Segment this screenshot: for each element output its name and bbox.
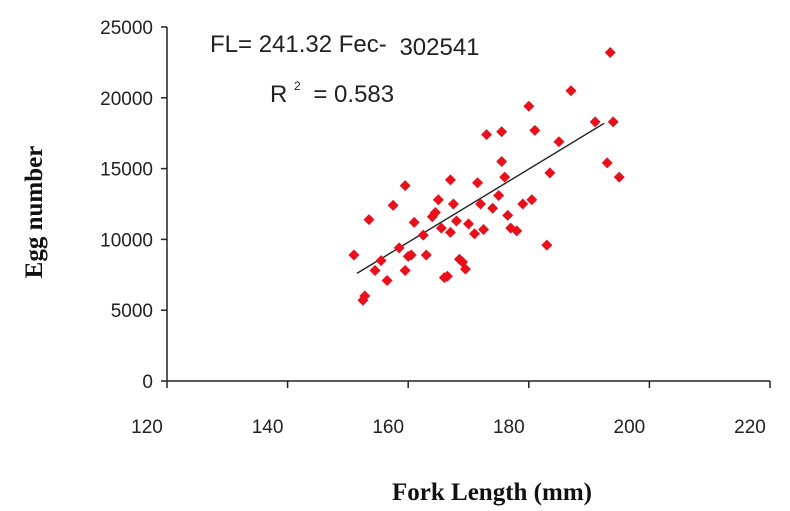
data-point: [589, 116, 601, 128]
data-point: [381, 274, 393, 286]
data-point: [450, 215, 462, 227]
data-point: [544, 167, 556, 179]
data-point: [469, 228, 481, 240]
data-point: [375, 255, 387, 267]
data-point: [432, 194, 444, 206]
data-point: [613, 171, 625, 183]
regression-equation-prefix: FL= 241.32 Fec-: [210, 31, 387, 58]
data-point: [417, 229, 429, 241]
data-point: [487, 202, 499, 214]
data-point: [523, 100, 535, 112]
data-point: [348, 249, 360, 261]
data-point: [408, 216, 420, 228]
y-tick-label: 20000: [100, 89, 153, 110]
data-point: [481, 129, 493, 141]
data-point: [420, 249, 432, 261]
data-point: [511, 225, 523, 237]
data-point: [463, 218, 474, 230]
regression-equation: FL= 241.32 Fec- 302541: [210, 31, 480, 61]
data-point: [447, 198, 459, 210]
data-point: [405, 249, 417, 261]
y-tick-label: 10000: [100, 230, 153, 251]
r-squared-label: R 2 = 0.583: [270, 69, 394, 108]
data-point: [475, 198, 487, 210]
data-point: [517, 198, 529, 210]
data-point: [553, 136, 565, 148]
x-tick-label: 120: [131, 417, 163, 438]
data-point: [478, 223, 490, 235]
data-point: [526, 194, 538, 206]
y-tick-label: 25000: [100, 18, 153, 39]
data-point: [441, 270, 453, 282]
data-point: [387, 199, 399, 211]
y-tick-label: 15000: [100, 160, 153, 181]
r-squared-value: = 0.583: [313, 81, 394, 108]
regression-equation-suffix: 302541: [399, 34, 479, 61]
data-points: [348, 46, 625, 306]
y-tick-label: 5000: [111, 301, 153, 322]
data-point: [429, 206, 441, 218]
trendline: [356, 122, 605, 274]
data-point: [399, 180, 411, 192]
data-point: [541, 239, 553, 251]
data-point: [459, 263, 471, 275]
data-point: [529, 124, 541, 136]
data-point: [472, 177, 484, 189]
y-tick-label: 0: [142, 372, 153, 393]
x-tick-label: 180: [493, 417, 525, 438]
data-point: [601, 157, 613, 169]
data-point: [496, 156, 508, 168]
data-point: [502, 209, 514, 221]
r-squared-symbol: R: [270, 81, 287, 108]
data-point: [499, 171, 511, 183]
trendline-layer: [356, 122, 605, 274]
data-point: [435, 222, 447, 234]
data-point: [565, 85, 577, 97]
data-point: [505, 222, 517, 234]
r-squared-superscript: 2: [294, 79, 301, 93]
y-axis-title: Egg number: [21, 146, 48, 279]
data-point: [393, 242, 405, 254]
data-point: [496, 126, 508, 138]
data-point: [607, 116, 619, 128]
x-tick-label: 200: [614, 417, 646, 438]
x-tick-label: 160: [372, 417, 404, 438]
axes: 0 5000 10000 15000 20000 25000 120 140 160 180 200…: [100, 18, 771, 438]
data-point: [363, 214, 375, 226]
data-point: [359, 290, 371, 302]
data-point: [493, 190, 505, 202]
x-tick-label: 220: [734, 417, 766, 438]
x-axis-title: Fork Length (mm): [392, 479, 592, 506]
data-point: [369, 265, 381, 277]
data-point: [444, 226, 456, 238]
data-point: [604, 46, 616, 58]
data-point: [444, 174, 456, 186]
data-point: [399, 265, 411, 277]
x-tick-label: 140: [252, 417, 284, 438]
